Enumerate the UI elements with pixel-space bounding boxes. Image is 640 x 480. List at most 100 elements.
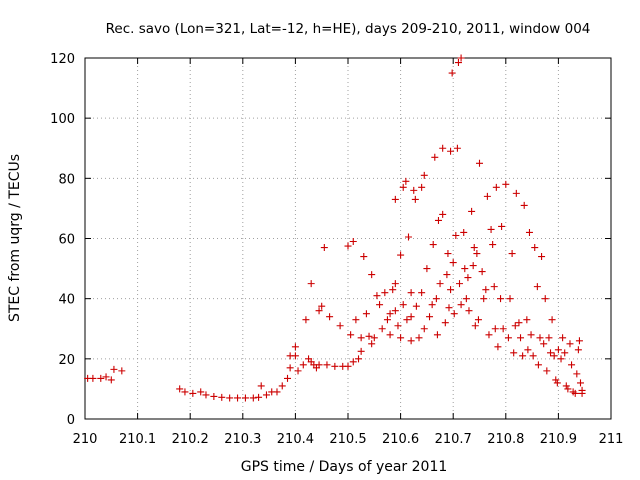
data-point-marker: [490, 283, 498, 291]
data-point-marker: [368, 340, 376, 348]
x-tick-label: 211: [599, 432, 624, 447]
data-point-marker: [444, 250, 452, 258]
data-point-marker: [284, 374, 292, 382]
data-point-marker: [286, 364, 294, 372]
data-point-marker: [432, 295, 440, 303]
data-point-marker: [483, 192, 491, 200]
data-point-marker: [456, 280, 464, 288]
data-point-marker: [531, 244, 539, 252]
data-point-marker: [443, 271, 451, 279]
data-point-marker: [381, 289, 389, 297]
data-point-marker: [511, 322, 519, 330]
data-point-marker: [524, 346, 532, 354]
data-point-marker: [404, 233, 412, 241]
data-point-marker: [519, 352, 527, 360]
data-point-marker: [517, 334, 525, 342]
data-point-marker: [407, 337, 415, 345]
data-point-marker: [102, 373, 110, 381]
data-point-marker: [415, 334, 423, 342]
data-point-marker: [506, 295, 514, 303]
data-point-marker: [110, 365, 118, 373]
data-point-marker: [559, 334, 567, 342]
data-point-marker: [426, 313, 434, 321]
data-point-marker: [436, 280, 444, 288]
data-point-marker: [564, 385, 572, 393]
data-point-marker: [454, 59, 462, 67]
data-point-marker: [412, 302, 420, 310]
data-point-marker: [420, 171, 428, 179]
data-point-marker: [499, 325, 507, 333]
data-point-marker: [118, 367, 126, 375]
data-point-marker: [210, 392, 218, 400]
data-point-marker: [357, 334, 365, 342]
data-point-marker: [434, 216, 442, 224]
data-point-marker: [365, 332, 373, 340]
data-point-marker: [450, 310, 458, 318]
data-point-marker: [418, 289, 426, 297]
y-tick-label: 20: [58, 353, 75, 368]
data-point-marker: [538, 253, 546, 261]
data-point-marker: [441, 319, 449, 327]
data-point-marker: [566, 340, 574, 348]
data-point-marker: [218, 393, 226, 401]
data-point-marker: [561, 349, 569, 357]
data-point-marker: [541, 295, 549, 303]
data-point-marker: [562, 382, 570, 390]
data-point-marker: [536, 334, 544, 342]
data-point-marker: [491, 325, 499, 333]
data-point-marker: [176, 385, 184, 393]
data-point-marker: [461, 265, 469, 273]
data-points: [84, 54, 586, 402]
y-tick-label: 0: [67, 413, 75, 428]
data-point-marker: [482, 286, 490, 294]
data-point-marker: [497, 295, 505, 303]
data-point-marker: [399, 183, 407, 191]
data-point-marker: [262, 391, 270, 399]
data-point-marker: [294, 367, 302, 375]
data-point-marker: [480, 295, 488, 303]
data-point-marker: [360, 253, 368, 261]
data-point-marker: [471, 322, 479, 330]
data-point-marker: [299, 361, 307, 369]
data-point-marker: [347, 331, 355, 339]
data-point-marker: [336, 322, 344, 330]
data-point-marker: [410, 186, 418, 194]
data-point-marker: [533, 283, 541, 291]
data-point-marker: [362, 310, 370, 318]
data-point-marker: [431, 153, 439, 161]
data-point-marker: [550, 352, 558, 360]
data-point-marker: [97, 374, 105, 382]
data-point-marker: [273, 388, 281, 396]
data-point-marker: [462, 295, 470, 303]
x-tick-label: 210.8: [487, 432, 524, 447]
data-point-marker: [573, 370, 581, 378]
data-point-marker: [370, 334, 378, 342]
data-point-marker: [445, 304, 453, 312]
data-point-marker: [326, 313, 334, 321]
x-tick-label: 210: [73, 432, 98, 447]
data-point-marker: [428, 301, 436, 309]
data-point-marker: [391, 280, 399, 288]
data-point-marker: [386, 310, 394, 318]
data-point-marker: [307, 280, 315, 288]
data-point-marker: [318, 302, 326, 310]
x-tick-label: 210.2: [172, 432, 209, 447]
data-point-marker: [357, 347, 365, 355]
data-point-marker: [378, 325, 386, 333]
data-point-marker: [474, 316, 482, 324]
data-point-marker: [520, 201, 528, 209]
data-point-marker: [249, 394, 257, 402]
data-point-marker: [429, 241, 437, 249]
data-point-marker: [571, 389, 579, 397]
data-point-marker: [373, 292, 381, 300]
data-point-marker: [257, 382, 265, 390]
data-point-marker: [464, 274, 472, 282]
data-point-marker: [525, 228, 533, 236]
x-tick-label: 210.5: [329, 432, 366, 447]
data-point-marker: [278, 382, 286, 390]
data-point-marker: [487, 225, 495, 233]
data-point-marker: [460, 228, 468, 236]
data-point-marker: [89, 374, 97, 382]
data-point-marker: [315, 307, 323, 315]
